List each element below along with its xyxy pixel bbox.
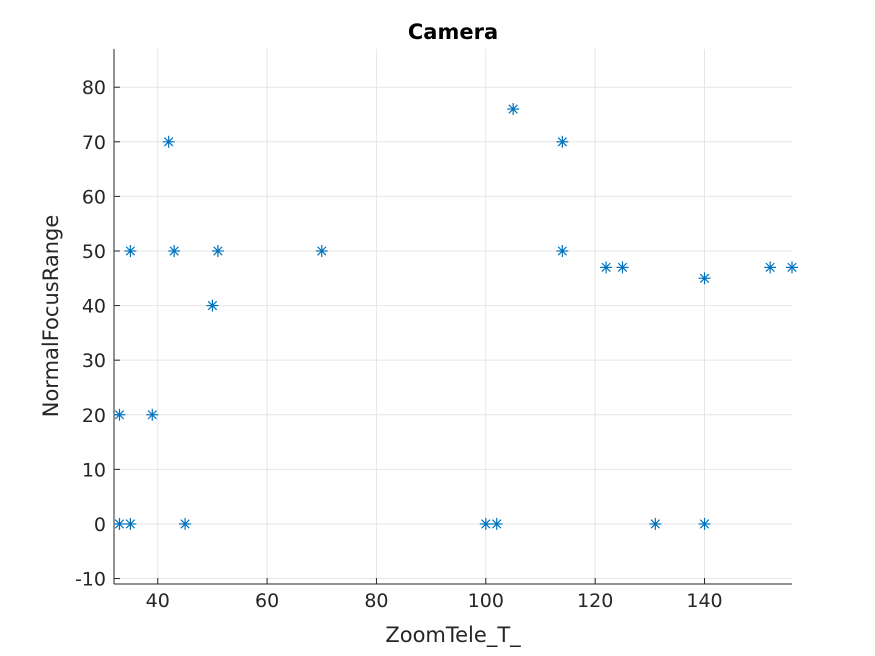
data-point — [556, 135, 569, 148]
data-point — [179, 517, 192, 530]
chart-title: Camera — [408, 20, 498, 44]
x-tick-label: 80 — [364, 590, 388, 612]
data-point — [124, 517, 137, 530]
x-tick-label: 120 — [577, 590, 613, 612]
data-point — [211, 244, 224, 257]
data-point — [162, 135, 175, 148]
data-point — [168, 244, 181, 257]
tick-labels: 40 60 80 100 120 140 -10 0 10 20 30 40 50 60 70 80 — [75, 77, 723, 612]
data-point — [698, 517, 711, 530]
y-tick-label: 20 — [82, 405, 106, 427]
data-point — [600, 261, 613, 274]
y-tick-label: 10 — [82, 459, 106, 481]
data-point — [507, 103, 520, 116]
y-tick-label: 30 — [82, 350, 106, 372]
y-tick-label: 70 — [82, 132, 106, 154]
y-tick-label: -10 — [75, 569, 106, 591]
x-axis-label: ZoomTele_T_ — [385, 623, 521, 648]
y-tick-label: 0 — [94, 514, 106, 536]
data-point — [786, 261, 798, 274]
data-point — [315, 244, 328, 257]
y-axis-label: NormalFocusRange — [39, 215, 63, 418]
plot-area — [114, 49, 792, 584]
y-tick-label: 80 — [82, 77, 106, 99]
x-tick-label: 140 — [686, 590, 722, 612]
data-point — [698, 272, 711, 285]
y-tick-label: 50 — [82, 241, 106, 263]
data-point — [124, 244, 137, 257]
data-point — [556, 244, 569, 257]
data-point — [764, 261, 777, 274]
data-point — [490, 517, 503, 530]
grid-lines — [114, 49, 792, 584]
x-tick-label: 100 — [468, 590, 504, 612]
data-point — [206, 299, 219, 312]
y-tick-label: 40 — [82, 296, 106, 318]
x-tick-label: 60 — [255, 590, 279, 612]
data-point — [113, 408, 126, 421]
y-tick-label: 60 — [82, 186, 106, 208]
data-point — [113, 517, 126, 530]
data-point — [146, 408, 159, 421]
data-point — [479, 517, 492, 530]
data-points — [113, 103, 798, 530]
data-point — [649, 517, 662, 530]
x-tick-label: 40 — [146, 590, 170, 612]
data-point — [616, 261, 629, 274]
